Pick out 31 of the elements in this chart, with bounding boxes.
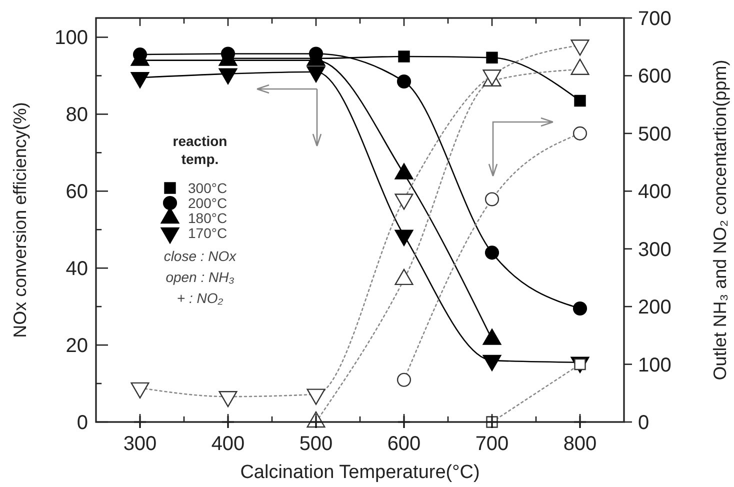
y2-tick-label: 0 bbox=[638, 412, 650, 434]
legend-label: 180°C bbox=[188, 210, 228, 226]
y2-tick-label: 700 bbox=[638, 8, 672, 30]
x-axis-title: Calcination Temperature(°C) bbox=[240, 462, 480, 483]
y-axis-title: NOx conversion efficiency(%) bbox=[10, 102, 30, 338]
y-tick-label: 60 bbox=[66, 181, 88, 204]
y2-tick-label: 100 bbox=[638, 354, 672, 376]
annotation: + : NO₂ bbox=[176, 290, 224, 306]
legend-label: 300°C bbox=[188, 180, 228, 196]
y2-axis-title: Outlet NH₃ and NO₂ concentartion(ppm) bbox=[710, 60, 730, 380]
y-tick-label: 0 bbox=[76, 412, 88, 434]
annotation: close : NOx bbox=[164, 248, 238, 264]
x-tick-label: 400 bbox=[211, 433, 245, 455]
x-tick-label: 600 bbox=[387, 433, 421, 455]
legend-label: 170°C bbox=[188, 225, 228, 241]
legend-title: reaction temp. bbox=[172, 133, 228, 167]
x-tick-label: 300 bbox=[123, 433, 157, 455]
y2-tick-label: 200 bbox=[638, 296, 672, 319]
y-tick-label: 20 bbox=[66, 335, 88, 358]
annotation: open : NH₃ bbox=[166, 269, 235, 285]
y-tick-label: 100 bbox=[54, 27, 88, 50]
y2-tick-label: 400 bbox=[638, 181, 672, 204]
y2-tick-label: 600 bbox=[638, 66, 672, 88]
x-tick-label: 500 bbox=[299, 433, 333, 455]
y-tick-label: 40 bbox=[66, 258, 88, 280]
y2-tick-label: 500 bbox=[638, 123, 672, 146]
legend-label: 200°C bbox=[188, 195, 228, 211]
x-tick-label: 800 bbox=[563, 433, 597, 455]
y2-tick-label: 300 bbox=[638, 238, 672, 261]
x-tick-label: 700 bbox=[475, 433, 509, 455]
y-tick-label: 80 bbox=[66, 104, 88, 126]
